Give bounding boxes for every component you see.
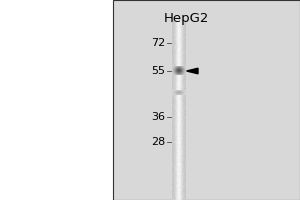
Text: 55: 55 (151, 66, 165, 76)
Text: HepG2: HepG2 (163, 12, 209, 25)
Text: 28: 28 (151, 137, 165, 147)
Text: 72: 72 (151, 38, 165, 48)
Polygon shape (187, 68, 198, 74)
Bar (112, 0, 300, 200)
Text: 36: 36 (151, 112, 165, 122)
